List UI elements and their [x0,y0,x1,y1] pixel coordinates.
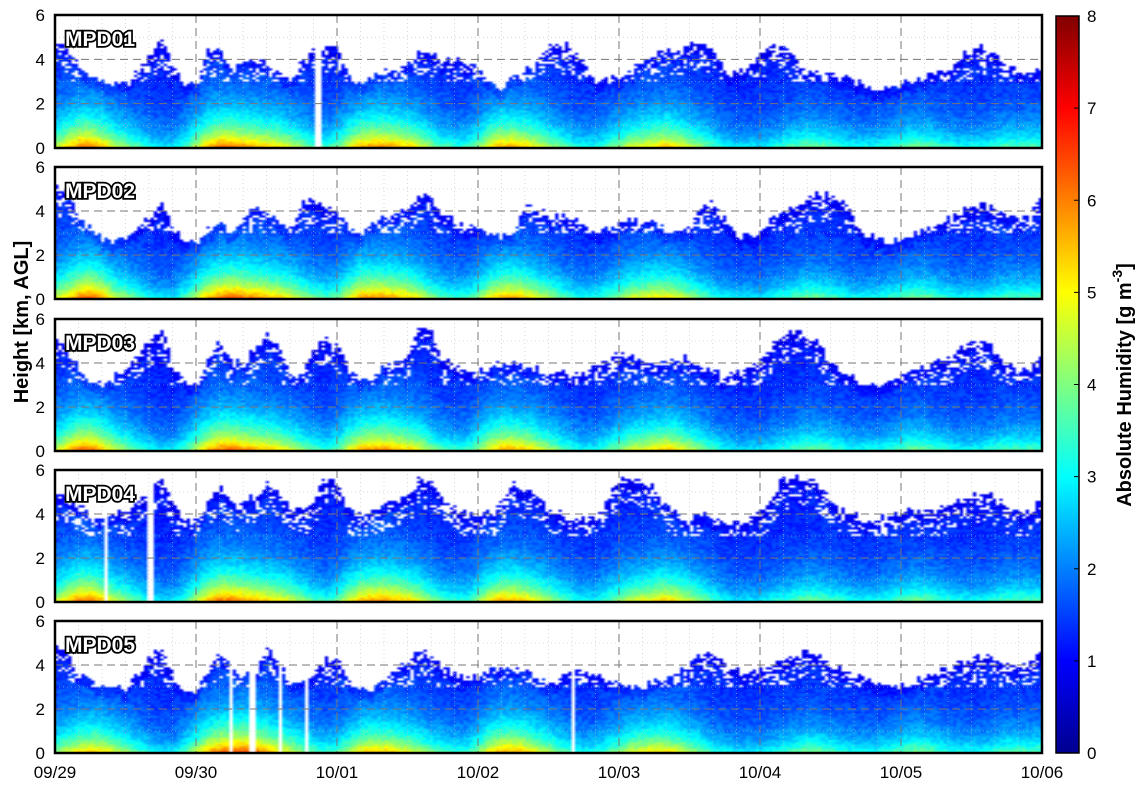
colorbar-tick-label: 5 [1087,283,1096,302]
colorbar-label-main: Absolute Humidity [g m [1114,282,1136,506]
panel-frame [53,13,1044,150]
y-tick-label: 4 [36,656,45,675]
x-tick-label: 09/30 [175,763,218,782]
panel-frame [53,619,1044,755]
x-tick-label: 10/03 [598,763,641,782]
x-tick-label: 10/06 [1021,763,1064,782]
panel-mpd01: 0 2 4 6 MPD01 [36,6,1044,158]
y-tick-label: 4 [36,354,45,373]
colorbar-tick-label: 2 [1087,560,1096,579]
grid [55,470,1042,602]
panel-mpd04: 0 2 4 6 MPD04 [36,461,1044,612]
grid [55,621,1042,753]
y-axis-label: Height [km, AGL] [11,241,33,404]
x-tick-label: 10/04 [739,763,782,782]
x-tick-label: 10/01 [316,763,359,782]
y-tick-label: 0 [36,139,45,158]
y-tick-label: 2 [36,95,45,114]
y-tick-label: 4 [36,202,45,221]
panel-mpd02: 0 2 4 6 MPD02 [36,158,1044,309]
colorbar-label: Absolute Humidity [g m-3] [1109,263,1136,507]
panel-label: MPD02 [65,180,135,203]
y-tick-label: 2 [36,398,45,417]
y-tick-label: 2 [36,700,45,719]
x-tick-label: 09/29 [34,763,77,782]
colorbar: 0 1 2 3 4 5 6 7 8 Absolute Humidity [g m-3] [1055,7,1136,763]
y-tick-label: 2 [36,549,45,568]
colorbar-tick-label: 1 [1087,652,1096,671]
y-tick-label: 0 [36,442,45,461]
panel-mpd03: 0 2 4 6 MPD03 [36,310,1044,461]
panel-mpd05: 0 2 4 6 MPD05 [36,612,1044,763]
y-tick-label: 6 [36,461,45,480]
y-tick-label: 2 [36,246,45,265]
colorbar-tick-label: 8 [1087,7,1096,26]
colorbar-tick-label: 6 [1087,191,1096,210]
y-tick-label: 4 [36,505,45,524]
colorbar-label-exp: -3 [1109,270,1125,283]
colorbar-label-close: ] [1114,263,1136,270]
panel-frame [53,468,1044,604]
y-tick-label: 0 [36,593,45,612]
panel-label: MPD04 [65,483,135,506]
colorbar-tick-label: 7 [1087,99,1096,118]
grid [55,15,1042,148]
y-tick-label: 6 [36,612,45,631]
grid [55,319,1042,451]
y-tick-label: 6 [36,310,45,329]
colorbar-tick-label: 3 [1087,468,1096,487]
panel-label: MPD05 [65,634,135,657]
panel-label: MPD01 [65,28,135,51]
panel-frame [53,317,1044,453]
y-tick-label: 6 [36,158,45,177]
colorbar-tick-label: 4 [1087,376,1096,395]
x-axis: 09/29 09/30 10/01 10/02 10/03 10/04 10/05 10/06 [34,763,1064,782]
x-tick-label: 10/05 [880,763,923,782]
y-tick-label: 0 [36,744,45,763]
heatmap-panels: 0 2 4 6 MPD01 0 2 4 6 MPD02 0 2 4 6 MPD03 0 2 4 6 MPD04 0 2 4 6… [36,6,1044,763]
panel-label: MPD03 [65,332,135,355]
colorbar-tick-label: 0 [1087,744,1096,763]
panel-frame [53,165,1044,301]
y-tick-label: 0 [36,290,45,309]
x-tick-label: 10/02 [457,763,500,782]
y-tick-label: 4 [36,50,45,69]
grid [55,167,1042,299]
y-tick-label: 6 [36,6,45,25]
